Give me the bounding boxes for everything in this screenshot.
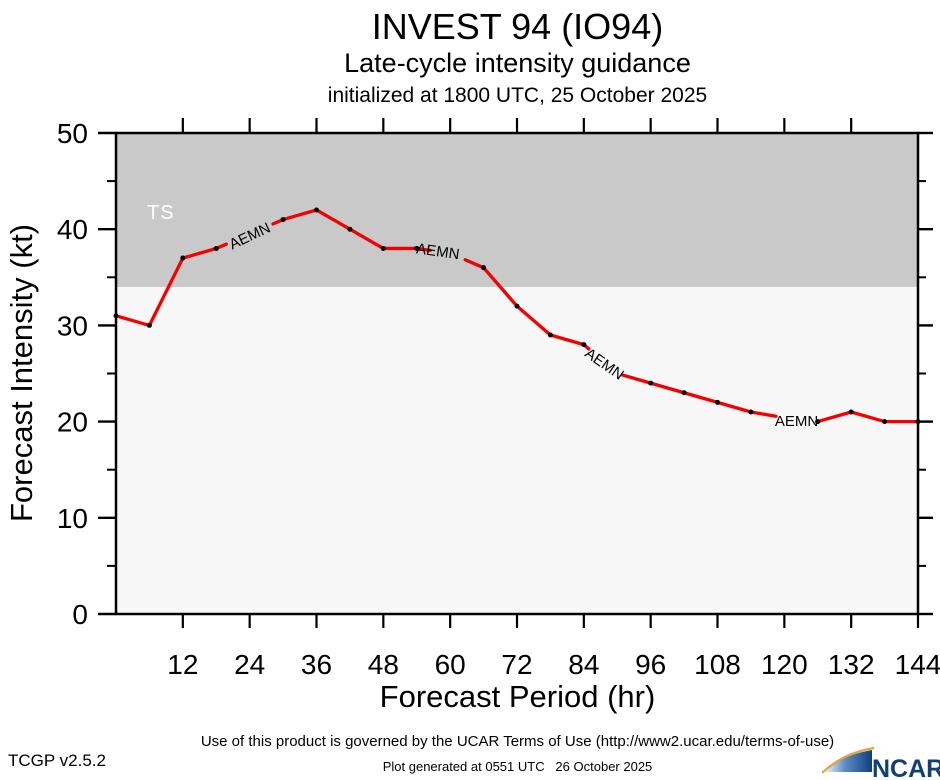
data-point: [648, 380, 654, 386]
data-point: [748, 409, 754, 415]
y-tick-label: 0: [72, 599, 88, 630]
data-point: [815, 419, 821, 425]
x-tick-label: 120: [761, 649, 808, 680]
data-point: [848, 409, 854, 415]
data-point: [280, 217, 286, 223]
x-tick-label: 96: [635, 649, 666, 680]
data-point: [380, 245, 386, 251]
x-tick-label: 132: [828, 649, 875, 680]
model-name-label: AEMN: [415, 240, 460, 263]
plot-background: TS: [116, 133, 918, 614]
data-point: [915, 419, 921, 425]
x-tick-label: 36: [301, 649, 332, 680]
ncar-logo: NCAR: [822, 746, 940, 780]
ncar-logo-swoosh: [823, 750, 872, 772]
plot-frame: [114, 131, 920, 616]
x-tick-label: 60: [435, 649, 466, 680]
data-point: [347, 226, 353, 232]
x-tick-label: 84: [568, 649, 599, 680]
x-tick-label: 72: [501, 649, 532, 680]
data-point: [414, 245, 420, 251]
ts-label: TS: [147, 202, 175, 224]
x-tick-label: 108: [694, 649, 741, 680]
ncar-logo-arc: [822, 746, 875, 774]
y-tick-label: 40: [57, 214, 88, 245]
page-title: INVEST 94 (IO94): [371, 6, 664, 47]
y-tick-label: 50: [57, 118, 88, 149]
x-tick-label: 48: [368, 649, 399, 680]
data-point: [146, 322, 152, 328]
data-point: [481, 265, 487, 271]
data-point: [113, 313, 119, 319]
chart-subtitle: Late-cycle intensity guidance: [344, 48, 691, 78]
data-point: [213, 245, 219, 251]
x-tick-labels: 12 24 36 48 60 72 84 96 108 120 132 144: [167, 649, 940, 680]
y-tick-label: 20: [57, 407, 88, 438]
x-axis-title: Forecast Period (hr): [379, 679, 656, 714]
data-point: [180, 255, 186, 261]
data-point: [314, 207, 319, 213]
data-point: [715, 399, 720, 405]
data-point: [514, 303, 520, 309]
y-tick-labels: 0 10 20 30 40 50: [57, 118, 88, 630]
generated-at-text: Plot generated at 0551 UTC 26 October 20…: [382, 759, 653, 774]
x-tick-label: 12: [167, 649, 198, 680]
y-tick-label: 30: [57, 310, 88, 341]
y-tick-label: 10: [57, 503, 88, 534]
version-label: TCGP v2.5.2: [8, 751, 106, 770]
data-point: [581, 342, 587, 348]
terms-of-use-text: Use of this product is governed by the U…: [200, 733, 835, 750]
intensity-chart: TS 12 24 36 48 60 72 84 96 108 120 132 144 0 10 20 30 40 5…: [57, 118, 940, 680]
x-tick-label: 144: [895, 649, 940, 680]
ts-band: [116, 133, 918, 287]
x-tick-label: 24: [234, 649, 265, 680]
axis-ticks: [98, 118, 933, 628]
data-point: [681, 390, 687, 396]
ncar-logo-text: NCAR: [872, 755, 940, 780]
model-name-label: AEMN: [775, 413, 818, 430]
init-time-line: initialized at 1800 UTC, 25 October 2025: [327, 84, 708, 107]
data-point: [882, 419, 888, 425]
forecast-points: [113, 207, 921, 425]
data-point: [547, 332, 553, 338]
forecast-line: [114, 208, 920, 424]
y-axis-title: Forecast Intensity (kt): [4, 223, 39, 523]
